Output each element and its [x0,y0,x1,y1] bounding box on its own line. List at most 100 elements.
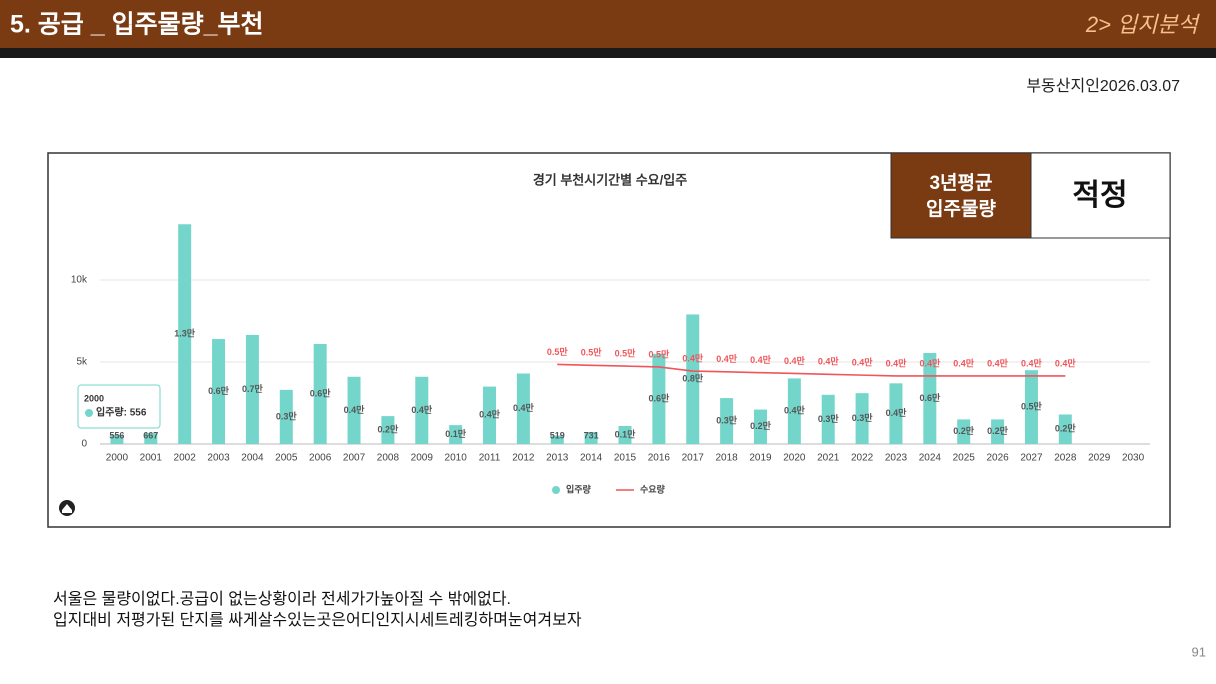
value-label: 0.8만 [682,373,704,384]
x-tick-label: 2011 [479,453,501,464]
line [557,363,1066,377]
value-label: 0.2만 [953,425,975,436]
bar [720,398,734,444]
summary-value: 적정 [1072,179,1127,212]
tooltip-box [77,384,161,429]
x-tick-label: 2009 [411,453,434,464]
value-label: 0.4만 [886,407,908,418]
value-label: 0.4만 [479,409,501,420]
x-tick-label: 2001 [140,453,163,464]
bar [753,409,767,444]
value-label: 556 [109,430,124,440]
bar [144,433,158,444]
value-label: 0.5만 [1021,400,1043,411]
bar [212,339,226,444]
value-label: 519 [550,430,565,440]
x-tick-label: 2016 [648,453,671,464]
bar [957,419,971,444]
x-tick-label: 2021 [817,453,840,464]
value-label: 0.4만 [784,355,806,366]
value-label: 0.6만 [648,392,670,403]
bar [618,425,632,444]
x-tick-label: 2024 [919,453,942,464]
value-label: 0.4만 [750,354,772,365]
value-label: 0.5만 [581,347,603,358]
value-label: 0.6만 [208,385,230,396]
summary-label: 입주물량 [926,198,996,220]
x-tick-label: 2029 [1088,453,1111,464]
summary-label-cell [890,152,1032,239]
tooltip-marker [85,409,93,417]
note: 서울은 물량이없다.공급이 없는상황이라 전세가가높아질 수 밖에없다. [53,590,511,608]
section-label: 2> 입지분석 [1085,12,1201,37]
x-tick-label: 2012 [512,453,535,464]
value-label: 0.4만 [919,357,941,368]
x-tick-label: 2015 [614,453,637,464]
value-label: 0.4만 [784,405,806,416]
value-label: 0.3만 [818,413,840,424]
value-label: 0.4만 [344,404,366,415]
value-label: 0.5만 [547,346,569,357]
bar [516,373,530,444]
summary-value-cell [1030,152,1171,239]
bar [178,224,192,444]
bar [652,353,666,444]
bar [313,343,327,444]
y-tick-label: 0 [81,439,87,450]
bar [584,432,598,444]
bar [686,314,700,444]
value-label: 0.1만 [445,428,467,439]
page-number: 91 [1192,644,1206,659]
x-tick-label: 2019 [749,453,772,464]
value-label: 0.7만 [242,383,264,394]
bar [1058,414,1072,444]
x-tick-label: 2008 [377,453,400,464]
value-label: 0.4만 [953,357,975,368]
bar [991,419,1005,444]
value-label: 0.4만 [818,356,840,367]
logo-house [62,504,72,513]
x-tick-label: 2028 [1054,453,1077,464]
bar [550,435,564,444]
x-tick-label: 2013 [546,453,569,464]
value-label: 0.1만 [615,428,637,439]
value-label: 0.5만 [615,347,637,358]
bar [381,416,395,444]
source: 부동산지인2026.03.07 [1026,77,1180,95]
x-tick-label: 2000 [106,453,129,464]
chart-title: 경기 부천시기간별 수요/입주 [533,172,687,187]
value-label: 0.5만 [648,348,670,359]
value-label: 0.3만 [716,414,738,425]
x-tick-label: 2020 [783,453,806,464]
bar [855,393,869,444]
value-label: 0.3만 [276,410,298,421]
x-tick-label: 2022 [851,453,874,464]
header-strip [0,48,1216,58]
legend-marker [552,486,560,494]
bar [821,394,835,444]
bar [110,434,124,444]
value-label: 0.4만 [987,357,1009,368]
x-tick-label: 2003 [207,453,230,464]
x-tick-label: 2006 [309,453,332,464]
x-tick-label: 2017 [682,453,705,464]
x-tick-label: 2030 [1122,453,1145,464]
bar [787,378,801,444]
value-label: 0.4만 [411,404,433,415]
y-tick-label: 5k [76,357,88,368]
bar [483,386,497,444]
x-tick-label: 2007 [343,453,366,464]
value-label: 0.6만 [310,387,332,398]
plot: 0 5k 10k 2000 2001 2002 2003 2004 2005 2006 2007 20… [71,224,1150,494]
value-label: 1.3만 [174,327,196,338]
value-label: 0.4만 [852,356,874,367]
x-tick-label: 2014 [580,453,603,464]
value-label: 0.4만 [886,357,908,368]
value-label: 0.3만 [852,412,874,423]
header-bar [0,0,1216,48]
x-tick-label: 2027 [1020,453,1043,464]
note: 입지대비 저평가된 단지를 싸게살수있는곳은어디인지시세트레킹하며눈여겨보자 [53,611,582,629]
x-tick-label: 2004 [241,453,264,464]
legend-label: 수요량 [640,483,666,494]
